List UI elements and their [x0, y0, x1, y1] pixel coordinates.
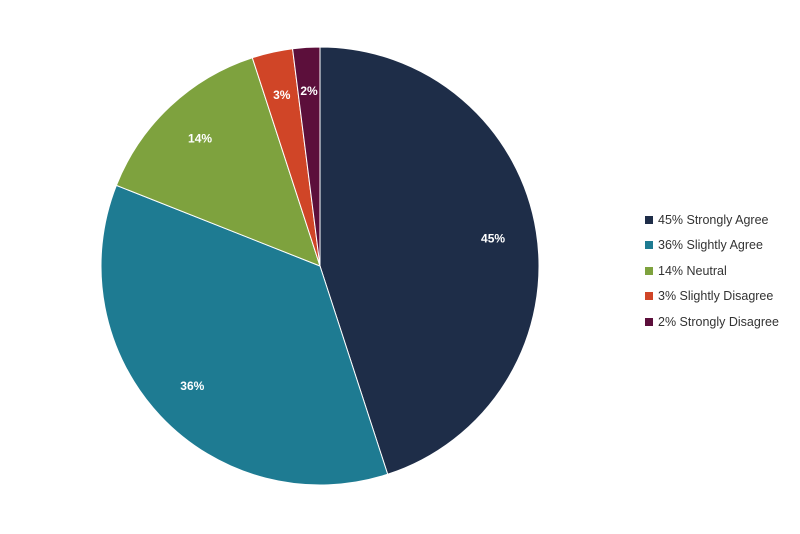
legend-swatch-neutral [645, 266, 653, 275]
pie-slice-slightly-agree [100, 184, 389, 486]
legend-item-slightly-disagree: 3% Slightly Disagree [645, 284, 779, 310]
data-label-strongly-agree: 45% [481, 232, 505, 246]
data-label-neutral: 14% [188, 131, 212, 145]
legend-swatch-strongly-disagree [645, 317, 653, 326]
legend-item-slightly-agree: 36% Slightly Agree [645, 233, 779, 259]
pie-data-labels: 45% 36% 14% 3% 2% [180, 84, 505, 393]
data-label-strongly-disagree: 2% [300, 84, 318, 98]
pie-slice-strongly-disagree [291, 46, 321, 267]
pie-slice-strongly-agree [319, 46, 540, 475]
legend-item-strongly-disagree: 2% Strongly Disagree [645, 309, 779, 335]
legend-item-neutral: 14% Neutral [645, 258, 779, 284]
legend-label-neutral: 14% Neutral [658, 263, 727, 278]
legend-label-slightly-agree: 36% Slightly Agree [658, 238, 763, 253]
pie-slices [100, 46, 540, 486]
legend-item-strongly-agree: 45% Strongly Agree [645, 207, 779, 233]
legend-label-strongly-disagree: 2% Strongly Disagree [658, 314, 779, 329]
legend-label-strongly-agree: 45% Strongly Agree [658, 212, 769, 227]
data-label-slightly-agree: 36% [180, 379, 204, 393]
legend-swatch-slightly-agree [645, 241, 653, 250]
chart-legend: 45% Strongly Agree 36% Slightly Agree 14… [645, 207, 779, 335]
legend-swatch-strongly-agree [645, 215, 653, 224]
legend-swatch-slightly-disagree [645, 292, 653, 301]
legend-label-slightly-disagree: 3% Slightly Disagree [658, 289, 774, 304]
data-label-slightly-disagree: 3% [273, 88, 291, 102]
